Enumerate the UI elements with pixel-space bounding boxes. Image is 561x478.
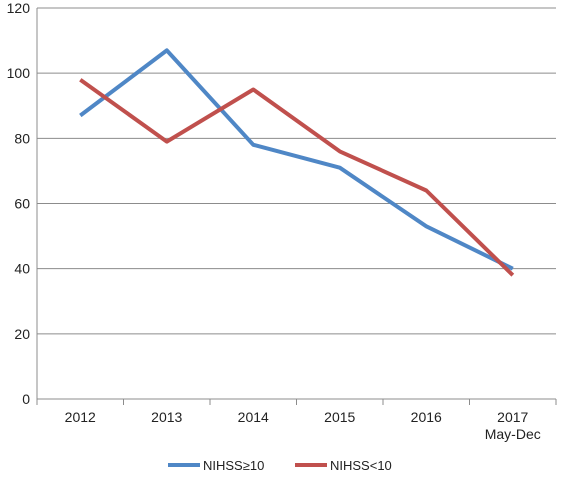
y-tick-label-60: 60 — [14, 196, 30, 212]
y-tick-label-120: 120 — [7, 0, 31, 16]
x-tick-label-1: 2013 — [151, 409, 182, 425]
x-tick-label-3: 2015 — [324, 409, 355, 425]
x-tick-label-5: 2017 May-Dec — [485, 409, 541, 442]
y-tick-label-0: 0 — [22, 391, 30, 407]
y-tick-label-40: 40 — [14, 261, 30, 277]
series-line-1 — [79, 78, 515, 277]
legend-label-1: NIHSS<10 — [330, 458, 392, 473]
y-tick-label-100: 100 — [7, 65, 31, 81]
x-tick-label-0: 2012 — [65, 409, 96, 425]
legend-label-0: NIHSS≥10 — [203, 458, 264, 473]
x-tick-label-2: 2014 — [238, 409, 269, 425]
y-tick-label-80: 80 — [14, 130, 30, 146]
series-line-0 — [79, 48, 514, 271]
y-tick-label-20: 20 — [14, 326, 30, 342]
x-tick-label-4: 2016 — [411, 409, 442, 425]
